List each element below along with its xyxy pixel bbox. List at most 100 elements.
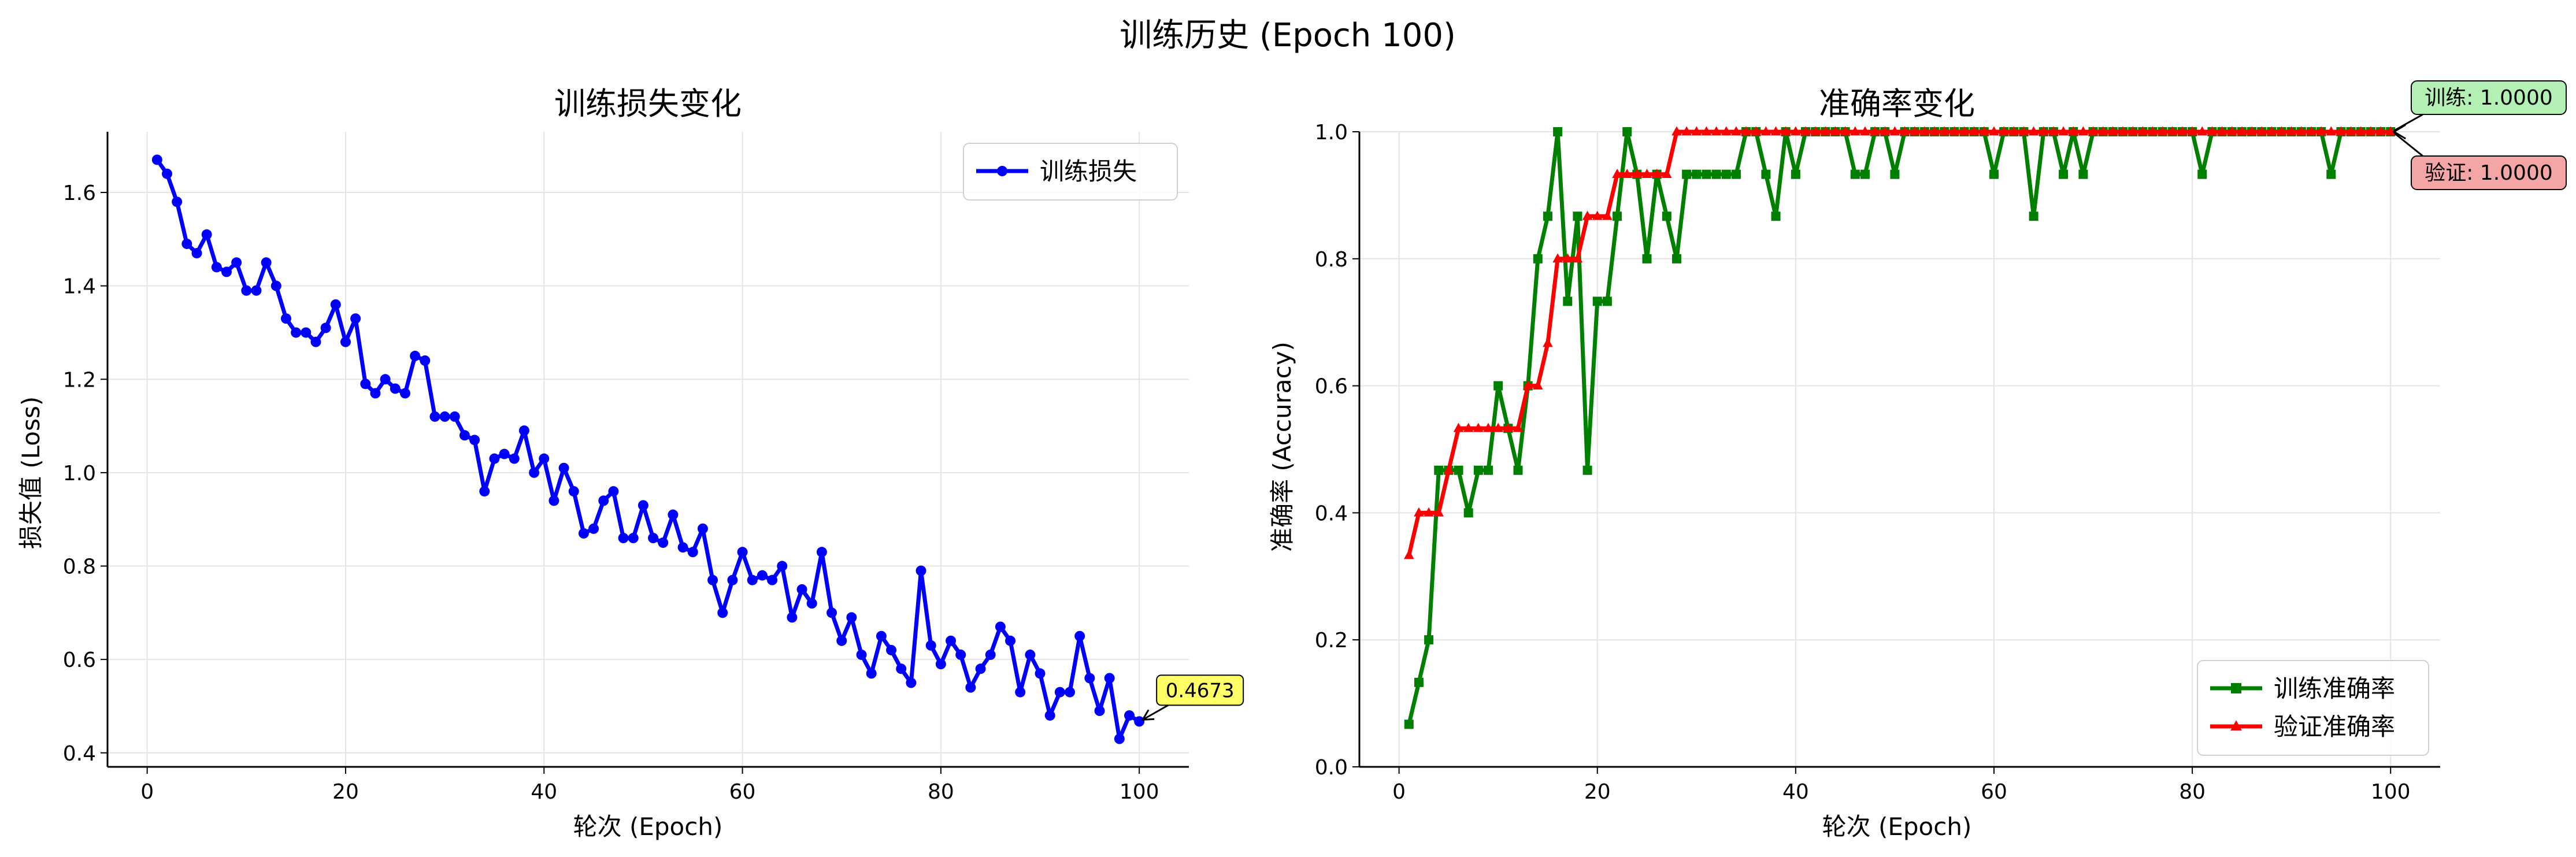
accuracy-point	[2366, 126, 2376, 136]
accuracy-x-tick-label: 100	[2371, 780, 2411, 804]
annotation-arrowhead	[2392, 124, 2406, 140]
loss-y-tick-label: 1.0	[63, 462, 96, 485]
loss-point	[846, 612, 857, 623]
loss-point	[221, 266, 232, 277]
accuracy-point	[1533, 380, 1543, 389]
loss-x-tick-label: 60	[729, 780, 756, 804]
accuracy-point	[1860, 169, 1870, 179]
accuracy-point	[1613, 212, 1622, 221]
accuracy-point	[1434, 465, 1444, 475]
accuracy-point	[2336, 126, 2347, 136]
loss-point	[1035, 668, 1046, 679]
accuracy-point	[1979, 126, 1989, 136]
loss-point	[291, 327, 302, 338]
loss-point	[399, 388, 410, 399]
loss-point	[469, 435, 480, 446]
accuracy-point	[1404, 719, 1414, 729]
accuracy-point	[1513, 465, 1523, 475]
accuracy-point	[2306, 126, 2316, 136]
loss-point	[975, 663, 986, 674]
loss-point	[1094, 706, 1105, 717]
accuracy-point	[2355, 126, 2366, 136]
accuracy-point	[2237, 126, 2247, 136]
loss-point	[529, 467, 540, 478]
loss-y-tick-label: 1.4	[63, 275, 96, 299]
accuracy-point	[2068, 126, 2079, 136]
accuracy-point	[1473, 465, 1483, 475]
loss-point	[509, 453, 520, 464]
accuracy-point	[1671, 254, 1681, 264]
accuracy-point	[2276, 126, 2287, 136]
loss-point	[360, 379, 371, 389]
accuracy-point	[1483, 422, 1493, 432]
loss-point	[588, 523, 599, 534]
loss-point	[717, 607, 728, 618]
accuracy-point	[1721, 126, 1732, 136]
accuracy-point	[1642, 254, 1652, 264]
accuracy-point	[2059, 169, 2069, 179]
accuracy-point	[1641, 169, 1652, 179]
accuracy-point	[1651, 169, 1662, 179]
accuracy-point	[2266, 126, 2277, 136]
loss-chart-panel: 训练损失变化 轮次 (Epoch) 损失值 (Loss) 0 20 40 60 80 10…	[17, 86, 1244, 841]
loss-y-tick-label: 1.6	[63, 181, 96, 205]
loss-point	[598, 495, 609, 506]
loss-y-tick-label: 0.8	[63, 555, 96, 579]
accuracy-point	[2207, 126, 2218, 136]
accuracy-x-tick-label: 0	[1392, 780, 1406, 804]
loss-x-axis-label: 轮次 (Epoch)	[573, 813, 723, 841]
loss-annotations: 0.4673	[1141, 674, 1244, 721]
accuracy-point	[1612, 169, 1622, 179]
loss-point	[668, 509, 679, 520]
loss-point	[896, 663, 907, 674]
loss-point	[1074, 630, 1085, 641]
loss-legend-label: 训练损失	[1040, 157, 1137, 186]
accuracy-point	[2197, 169, 2207, 179]
loss-point	[965, 682, 976, 693]
loss-point	[737, 547, 748, 558]
accuracy-point	[1414, 507, 1424, 517]
accuracy-point	[2078, 169, 2088, 179]
accuracy-point	[1880, 126, 1891, 136]
accuracy-point	[1820, 126, 1831, 136]
accuracy-point	[1572, 253, 1583, 263]
loss-point	[439, 411, 450, 422]
loss-point	[270, 280, 281, 291]
accuracy-point	[2018, 126, 2029, 136]
accuracy-point	[1592, 296, 1602, 306]
loss-y-tick-label: 0.6	[63, 648, 96, 672]
loss-point	[608, 486, 619, 497]
accuracy-point	[1582, 465, 1592, 475]
accuracy-point	[2008, 126, 2019, 136]
accuracy-point	[2197, 126, 2208, 136]
accuracy-point	[1830, 126, 1841, 136]
loss-point	[707, 574, 718, 585]
loss-point	[767, 574, 778, 585]
accuracy-point	[2029, 212, 2038, 221]
accuracy-point	[1721, 169, 1731, 179]
loss-point	[826, 607, 837, 618]
accuracy-point	[1929, 126, 1940, 136]
accuracy-y-tick-label: 0.8	[1315, 248, 1348, 272]
accuracy-point	[1731, 126, 1741, 136]
loss-point	[876, 630, 887, 641]
accuracy-point	[1533, 254, 1543, 264]
accuracy-point	[1870, 126, 1880, 136]
loss-point	[648, 533, 659, 544]
accuracy-point	[1780, 126, 1791, 136]
loss-legend-marker	[997, 166, 1007, 176]
loss-point	[231, 257, 242, 268]
accuracy-point	[1702, 169, 1711, 179]
loss-point	[727, 574, 738, 585]
accuracy-point	[1602, 296, 1612, 306]
loss-point	[380, 374, 391, 385]
loss-point	[518, 425, 529, 436]
loss-point	[499, 448, 510, 459]
accuracy-point	[2157, 126, 2168, 136]
accuracy-y-tick-label: 0.6	[1315, 375, 1348, 399]
loss-point	[429, 411, 440, 422]
figure-title: 训练历史 (Epoch 100)	[1120, 17, 1456, 54]
loss-point	[181, 238, 192, 249]
accuracy-point	[1463, 422, 1474, 432]
accuracy-point	[2028, 126, 2039, 136]
